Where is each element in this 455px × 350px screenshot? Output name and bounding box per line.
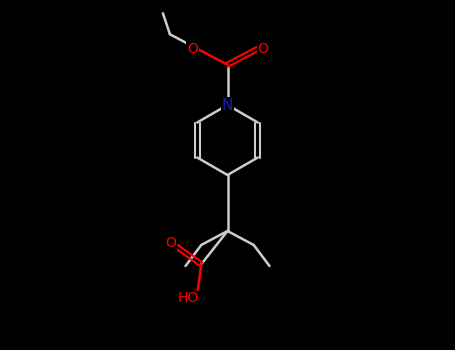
Text: N: N [222, 98, 233, 112]
Text: O: O [187, 42, 198, 56]
Text: O: O [165, 236, 176, 250]
Text: O: O [258, 42, 268, 56]
Text: HO: HO [177, 291, 198, 305]
